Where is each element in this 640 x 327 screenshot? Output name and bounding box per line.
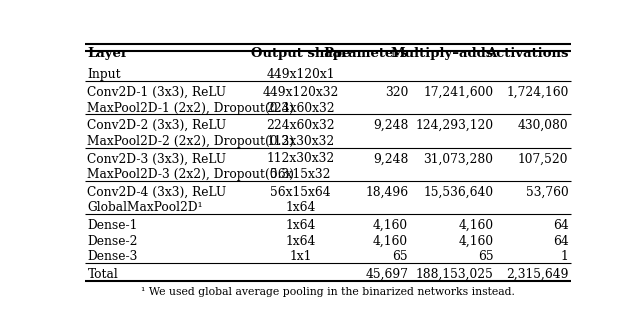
Text: MaxPool2D-1 (2x2), Dropout(0.3): MaxPool2D-1 (2x2), Dropout(0.3) (88, 102, 294, 114)
Text: GlobalMaxPool2D¹: GlobalMaxPool2D¹ (88, 201, 203, 214)
Text: 9,248: 9,248 (373, 152, 408, 165)
Text: 53,760: 53,760 (526, 186, 568, 199)
Text: 65: 65 (392, 250, 408, 263)
Text: 1x64: 1x64 (285, 201, 316, 214)
Text: 4,160: 4,160 (458, 219, 493, 232)
Text: 45,697: 45,697 (365, 268, 408, 281)
Text: Multiply–adds: Multiply–adds (390, 47, 493, 60)
Text: Output shape: Output shape (251, 47, 350, 60)
Text: Conv2D-1 (3x3), ReLU: Conv2D-1 (3x3), ReLU (88, 86, 227, 99)
Text: 4,160: 4,160 (373, 234, 408, 248)
Text: Dense-3: Dense-3 (88, 250, 138, 263)
Text: 112x30x32: 112x30x32 (266, 152, 335, 165)
Text: 31,073,280: 31,073,280 (424, 152, 493, 165)
Text: 17,241,600: 17,241,600 (423, 86, 493, 99)
Text: MaxPool2D-3 (2x2), Dropout(0.3): MaxPool2D-3 (2x2), Dropout(0.3) (88, 168, 294, 181)
Text: MaxPool2D-2 (2x2), Dropout(0.3): MaxPool2D-2 (2x2), Dropout(0.3) (88, 135, 294, 148)
Text: Input: Input (88, 68, 121, 81)
Text: 4,160: 4,160 (373, 219, 408, 232)
Text: 1x64: 1x64 (285, 234, 316, 248)
Text: 1x1: 1x1 (289, 250, 312, 263)
Text: 320: 320 (385, 86, 408, 99)
Text: 2,315,649: 2,315,649 (506, 268, 568, 281)
Text: Conv2D-2 (3x3), ReLU: Conv2D-2 (3x3), ReLU (88, 119, 227, 132)
Text: 15,536,640: 15,536,640 (423, 186, 493, 199)
Text: Layer: Layer (88, 47, 128, 60)
Text: 18,496: 18,496 (365, 186, 408, 199)
Text: 188,153,025: 188,153,025 (415, 268, 493, 281)
Text: 449x120x1: 449x120x1 (266, 68, 335, 81)
Text: 1: 1 (561, 250, 568, 263)
Text: 1x64: 1x64 (285, 219, 316, 232)
Text: 56x15x32: 56x15x32 (270, 168, 331, 181)
Text: 9,248: 9,248 (373, 119, 408, 132)
Text: 124,293,120: 124,293,120 (415, 119, 493, 132)
Text: 64: 64 (553, 234, 568, 248)
Text: 56x15x64: 56x15x64 (270, 186, 331, 199)
Text: Conv2D-4 (3x3), ReLU: Conv2D-4 (3x3), ReLU (88, 186, 227, 199)
Text: 224x60x32: 224x60x32 (266, 102, 335, 114)
Text: 112x30x32: 112x30x32 (266, 135, 335, 148)
Text: Total: Total (88, 268, 118, 281)
Text: 64: 64 (553, 219, 568, 232)
Text: Dense-1: Dense-1 (88, 219, 138, 232)
Text: 1,724,160: 1,724,160 (506, 86, 568, 99)
Text: Parameters: Parameters (323, 47, 408, 60)
Text: 4,160: 4,160 (458, 234, 493, 248)
Text: 224x60x32: 224x60x32 (266, 119, 335, 132)
Text: 65: 65 (478, 250, 493, 263)
Text: 430,080: 430,080 (518, 119, 568, 132)
Text: Activations: Activations (486, 47, 568, 60)
Text: Dense-2: Dense-2 (88, 234, 138, 248)
Text: ¹ We used global average pooling in the binarized networks instead.: ¹ We used global average pooling in the … (141, 287, 515, 297)
Text: 449x120x32: 449x120x32 (262, 86, 339, 99)
Text: Conv2D-3 (3x3), ReLU: Conv2D-3 (3x3), ReLU (88, 152, 227, 165)
Text: 107,520: 107,520 (518, 152, 568, 165)
